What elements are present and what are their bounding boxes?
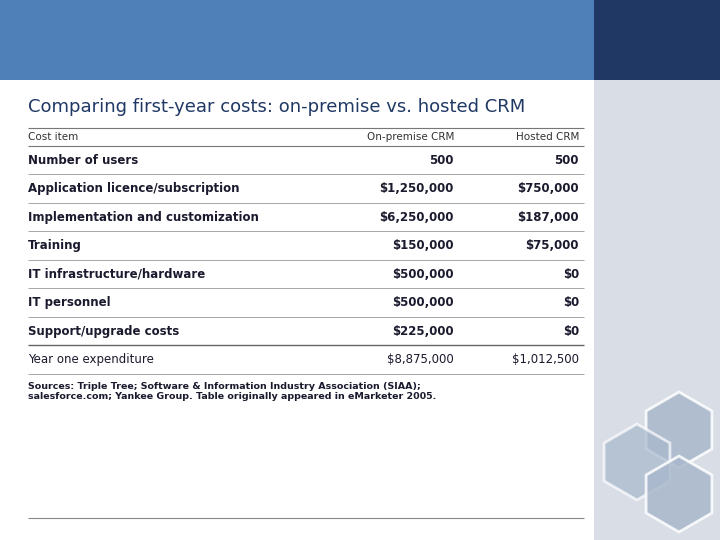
Text: 500: 500	[554, 154, 579, 167]
Polygon shape	[46, 12, 78, 48]
Text: $150,000: $150,000	[392, 239, 454, 252]
Text: Cost item: Cost item	[28, 132, 78, 142]
Text: Number of users: Number of users	[28, 154, 138, 167]
Polygon shape	[646, 392, 712, 468]
Text: IT personnel: IT personnel	[28, 296, 111, 309]
Text: $225,000: $225,000	[392, 325, 454, 338]
Text: Application licence/subscription: Application licence/subscription	[28, 182, 240, 195]
Text: 500: 500	[430, 154, 454, 167]
Text: $0: $0	[563, 325, 579, 338]
Text: Comparing first-year costs: on-premise vs. hosted CRM: Comparing first-year costs: on-premise v…	[28, 98, 526, 116]
Text: $8,875,000: $8,875,000	[387, 353, 454, 366]
Text: $187,000: $187,000	[518, 211, 579, 224]
Text: $0: $0	[563, 296, 579, 309]
Text: IT infrastructure/hardware: IT infrastructure/hardware	[28, 268, 205, 281]
Polygon shape	[28, 22, 60, 58]
Text: Implementation and customization: Implementation and customization	[28, 211, 259, 224]
Text: $500,000: $500,000	[392, 296, 454, 309]
Polygon shape	[604, 424, 670, 500]
Text: $500,000: $500,000	[392, 268, 454, 281]
Text: Support/upgrade costs: Support/upgrade costs	[28, 325, 179, 338]
Text: Training: Training	[28, 239, 82, 252]
Text: On-premise CRM: On-premise CRM	[366, 132, 454, 142]
Text: $6,250,000: $6,250,000	[379, 211, 454, 224]
Text: Hosted CRM: Hosted CRM	[516, 132, 579, 142]
Polygon shape	[46, 33, 78, 69]
Text: Sources: Triple Tree; Software & Information Industry Association (SIAA);
salesf: Sources: Triple Tree; Software & Informa…	[28, 382, 436, 401]
Text: CRM Costs: CRM Costs	[90, 25, 271, 55]
Text: $75,000: $75,000	[526, 239, 579, 252]
Text: $750,000: $750,000	[518, 182, 579, 195]
Text: $0: $0	[563, 268, 579, 281]
Text: $1,250,000: $1,250,000	[379, 182, 454, 195]
Text: $1,012,500: $1,012,500	[512, 353, 579, 366]
Text: Year one expenditure: Year one expenditure	[28, 353, 154, 366]
Polygon shape	[646, 456, 712, 532]
